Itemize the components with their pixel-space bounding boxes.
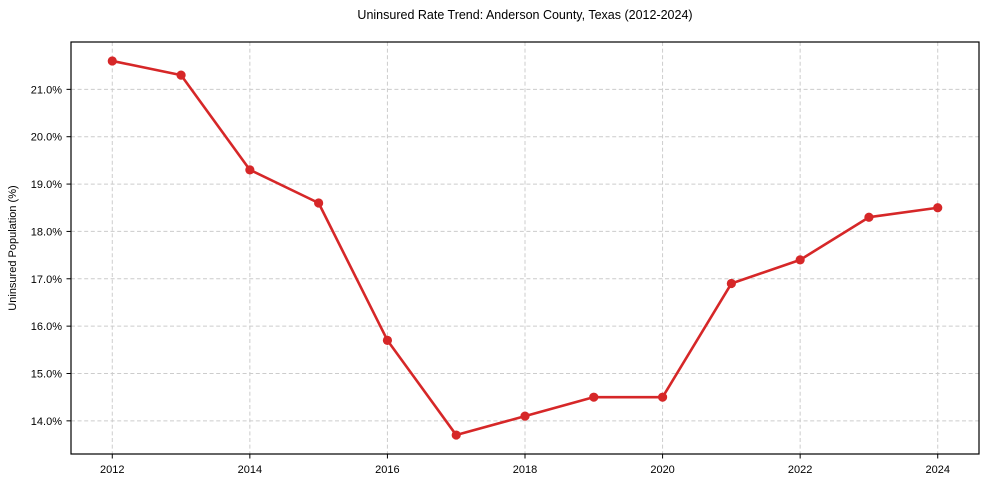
data-point-2012	[107, 56, 117, 66]
plot-border	[70, 41, 980, 455]
y-tick-label: 20.0%	[31, 132, 62, 144]
y-tick-label: 18.0%	[31, 226, 62, 238]
y-tick-label: 17.0%	[31, 274, 62, 286]
data-point-2017	[451, 430, 461, 440]
data-point-2019	[589, 392, 599, 402]
x-tick-label: 2020	[650, 464, 674, 476]
y-tick-label: 14.0%	[31, 416, 62, 428]
x-tick-label: 2018	[513, 464, 537, 476]
data-point-2016	[382, 335, 393, 345]
data-point-2015	[314, 198, 324, 208]
data-point-2023	[864, 212, 874, 222]
x-tick-label: 2024	[925, 464, 949, 476]
data-point-2020	[657, 392, 668, 402]
y-tick-label: 15.0%	[31, 368, 62, 380]
data-point-2018	[520, 411, 530, 421]
chart-title: Uninsured Rate Trend: Anderson County, T…	[357, 8, 693, 22]
x-tick-label: 2014	[238, 464, 262, 476]
x-tick-label: 2022	[788, 464, 812, 476]
y-tick-label: 19.0%	[31, 179, 62, 191]
data-point-2013	[176, 70, 186, 80]
grid	[71, 42, 979, 454]
x-tick-label: 2012	[100, 464, 124, 476]
x-tick-label: 2016	[375, 464, 399, 476]
y-tick-label: 16.0%	[31, 321, 62, 333]
axes-ticks: 14.0% 15.0% 16.0% 17.0% 18.0% 19.0% 20.0% 21.0%…	[31, 84, 950, 476]
data-points	[107, 56, 943, 440]
data-point-2024	[933, 203, 943, 213]
data-point-2021	[726, 278, 736, 289]
y-tick-label: 21.0%	[31, 84, 62, 96]
data-point-2022	[795, 255, 805, 265]
data-point-2014	[245, 165, 255, 175]
